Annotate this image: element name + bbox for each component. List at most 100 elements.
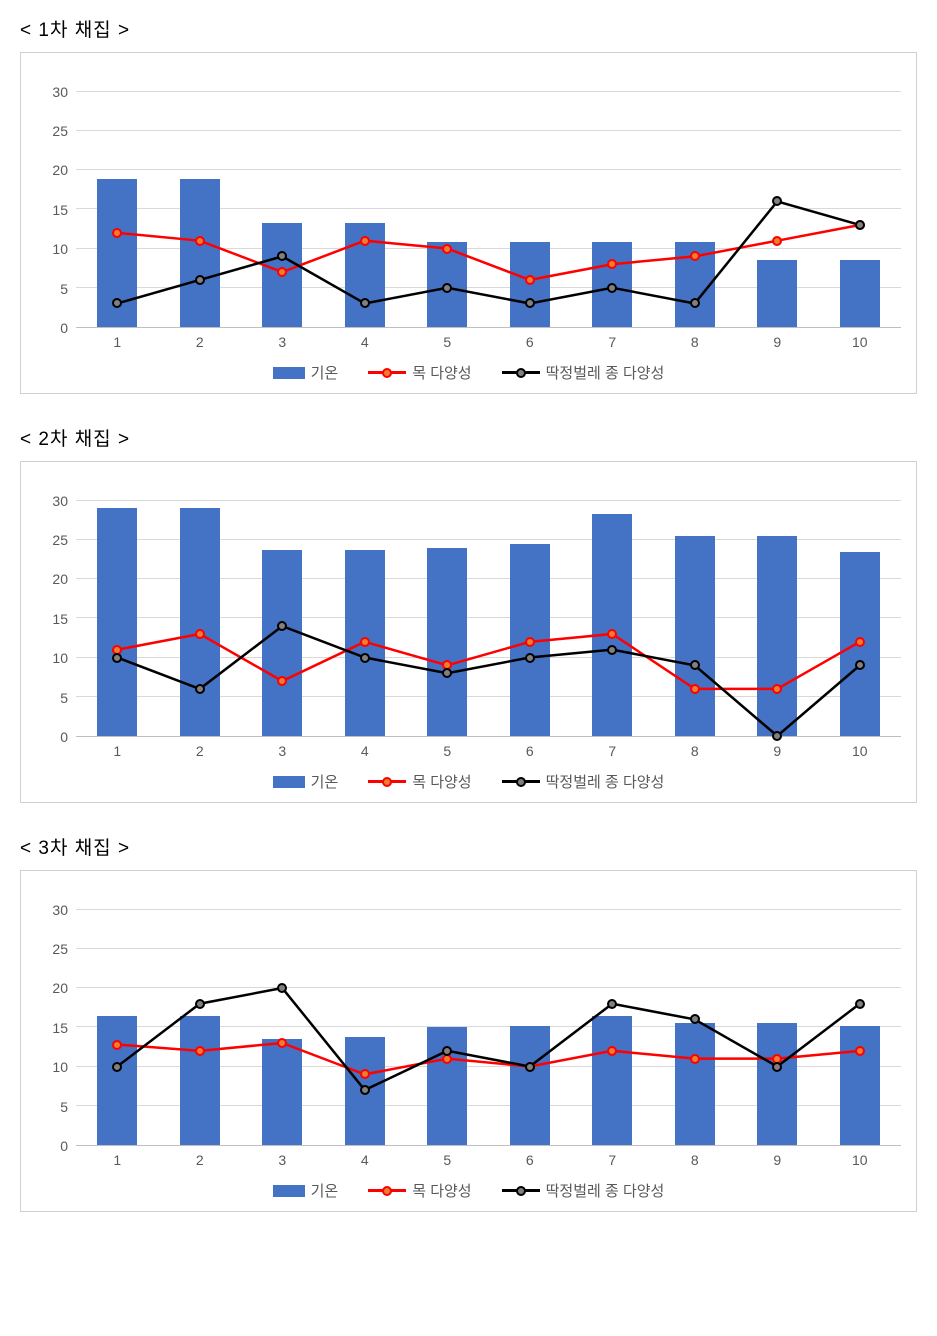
y-tick-label: 20 [52,571,68,587]
line2-marker [772,1062,782,1072]
line-series-2 [117,988,860,1090]
line2-marker [607,283,617,293]
y-tick-label: 25 [52,941,68,957]
x-tick-label: 1 [76,743,159,759]
line1-marker [690,684,700,694]
x-tick-label: 10 [819,743,902,759]
plot-area: 051015202530 [36,68,901,328]
y-axis: 051015202530 [36,886,76,1146]
y-tick-label: 5 [60,690,68,706]
line-swatch-icon [368,1184,406,1198]
legend-item-line-2: 딱정벌레 종 다양성 [502,771,665,792]
x-axis: 12345678910 [76,743,901,759]
line-swatch-icon [502,1184,540,1198]
legend-label: 기온 [311,771,339,792]
line2-marker [607,645,617,655]
legend-item-line-1: 목 다양성 [368,1180,471,1201]
plot [76,68,901,328]
y-tick-label: 10 [52,241,68,257]
line2-marker [525,1062,535,1072]
y-tick-label: 10 [52,650,68,666]
line-series-2 [117,626,860,736]
chart-title: < 3차 채집 > [20,833,917,860]
x-tick-label: 4 [324,334,407,350]
line-swatch-icon [368,366,406,380]
line2-marker [360,1085,370,1095]
y-tick-label: 10 [52,1059,68,1075]
line-swatch-icon [502,366,540,380]
legend-item-line-1: 목 다양성 [368,771,471,792]
x-tick-label: 6 [489,334,572,350]
lines-layer [76,886,901,1145]
line2-marker [360,653,370,663]
x-tick-label: 7 [571,1152,654,1168]
legend-item-bar: 기온 [273,362,339,383]
y-tick-label: 30 [52,493,68,509]
line2-marker [195,684,205,694]
x-tick-label: 8 [654,1152,737,1168]
bar-swatch-icon [273,367,305,379]
y-tick-label: 25 [52,123,68,139]
x-tick-label: 10 [819,1152,902,1168]
line2-marker [855,220,865,230]
y-tick-label: 5 [60,1099,68,1115]
legend-label: 목 다양성 [412,771,471,792]
line1-marker [855,637,865,647]
legend-label: 기온 [311,1180,339,1201]
line2-marker [112,653,122,663]
legend-item-bar: 기온 [273,1180,339,1201]
line1-marker [360,637,370,647]
line1-marker [525,275,535,285]
line-swatch-icon [368,775,406,789]
x-tick-label: 1 [76,334,159,350]
line1-marker [772,236,782,246]
bar-swatch-icon [273,1185,305,1197]
x-tick-label: 6 [489,1152,572,1168]
chart-title: < 2차 채집 > [20,424,917,451]
y-axis: 051015202530 [36,477,76,737]
line2-marker [195,275,205,285]
x-tick-label: 9 [736,334,819,350]
x-tick-label: 3 [241,334,324,350]
y-tick-label: 15 [52,611,68,627]
x-tick-label: 1 [76,1152,159,1168]
x-tick-label: 6 [489,743,572,759]
x-axis: 12345678910 [76,1152,901,1168]
x-tick-label: 3 [241,743,324,759]
y-tick-label: 30 [52,84,68,100]
chart-section-1: < 1차 채집 >05101520253012345678910기온목 다양성딱… [20,15,917,394]
line1-marker [855,1046,865,1056]
x-tick-label: 9 [736,1152,819,1168]
y-tick-label: 15 [52,202,68,218]
line2-marker [525,653,535,663]
legend-item-line-1: 목 다양성 [368,362,471,383]
x-tick-label: 2 [159,1152,242,1168]
y-tick-label: 20 [52,162,68,178]
y-axis: 051015202530 [36,68,76,328]
y-tick-label: 0 [60,729,68,745]
x-tick-label: 5 [406,1152,489,1168]
plot-area: 051015202530 [36,477,901,737]
line1-marker [442,244,452,254]
chart-container: 05101520253012345678910기온목 다양성딱정벌레 종 다양성 [20,870,917,1212]
line2-marker [607,999,617,1009]
line1-marker [195,236,205,246]
line-series-1 [117,634,860,689]
plot-area: 051015202530 [36,886,901,1146]
legend-label: 딱정벌레 종 다양성 [546,362,665,383]
y-tick-label: 20 [52,980,68,996]
line1-marker [690,1054,700,1064]
lines-layer [76,477,901,736]
x-tick-label: 10 [819,334,902,350]
chart-container: 05101520253012345678910기온목 다양성딱정벌레 종 다양성 [20,52,917,394]
plot [76,886,901,1146]
legend-label: 딱정벌레 종 다양성 [546,1180,665,1201]
x-tick-label: 7 [571,334,654,350]
line1-marker [195,629,205,639]
bar-swatch-icon [273,776,305,788]
y-tick-label: 30 [52,902,68,918]
y-tick-label: 5 [60,281,68,297]
line1-marker [525,637,535,647]
legend-item-bar: 기온 [273,771,339,792]
line2-marker [772,731,782,741]
